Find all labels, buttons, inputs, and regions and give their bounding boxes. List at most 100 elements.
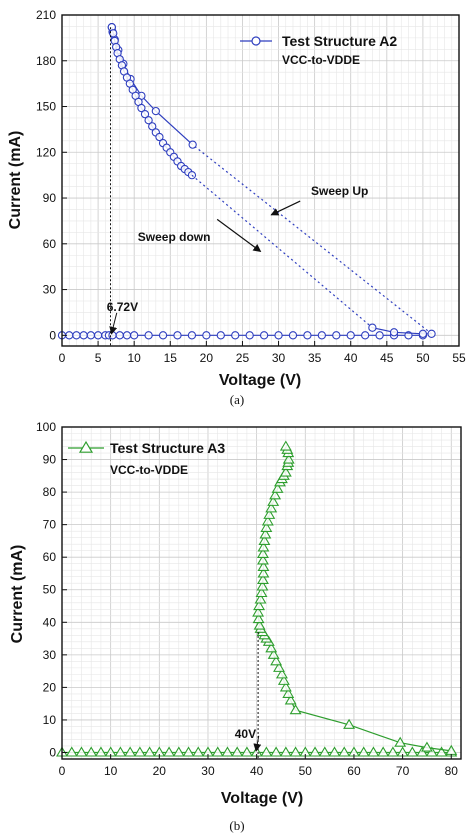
data-point [187, 331, 197, 340]
y-tick-label: 70 [43, 518, 57, 532]
data-point [256, 573, 269, 585]
x-tick-label: 10 [128, 351, 142, 365]
data-point [122, 331, 132, 340]
data-point [94, 746, 107, 757]
data-point [182, 746, 195, 757]
data-point [288, 331, 298, 340]
data-point [346, 331, 355, 340]
data-point [148, 122, 157, 131]
data-point [257, 567, 270, 578]
x-tick-label: 60 [347, 764, 361, 778]
y-tick-label: 40 [43, 615, 57, 629]
data-point [435, 746, 448, 757]
y-tick-label: 60 [43, 550, 57, 564]
series-line-dotted [192, 144, 432, 335]
data-point [367, 746, 380, 757]
data-point [343, 718, 356, 729]
data-point [216, 331, 225, 340]
data-point [93, 331, 103, 340]
y-tick-label: 210 [36, 8, 56, 22]
data-point [124, 746, 137, 757]
data-point [275, 668, 288, 679]
data-point [231, 331, 240, 340]
data-point [265, 502, 278, 513]
y-axis-label-b: Current (mA) [9, 545, 26, 644]
y-tick-label: 30 [43, 648, 57, 662]
data-point [368, 323, 377, 332]
data-point [332, 331, 341, 340]
y-tick-label: 80 [43, 485, 57, 499]
x-tick-label: 35 [308, 351, 322, 365]
data-point [279, 466, 292, 477]
x-tick-label: 10 [104, 764, 118, 778]
y-tick-label: 60 [43, 237, 57, 251]
legend-swatch-marker [78, 440, 94, 453]
data-point [240, 746, 253, 757]
y-tick-label: 180 [36, 54, 56, 68]
data-point [86, 331, 96, 340]
data-point [361, 331, 370, 340]
data-point [289, 704, 302, 715]
x-axis-label-b: Voltage (V) [221, 790, 303, 807]
data-point [261, 515, 274, 526]
data-point [284, 694, 297, 705]
data-point [259, 528, 272, 539]
data-point [279, 440, 292, 451]
annotations-b: 40V [235, 632, 262, 759]
annotation-arrow [109, 312, 118, 335]
data-point [79, 331, 88, 340]
data-point [260, 521, 273, 532]
data-point [211, 746, 224, 757]
data-point [274, 331, 283, 340]
data-point [258, 534, 271, 545]
y-tick-label: 0 [49, 328, 56, 342]
annotation-label: 6.72V [107, 300, 138, 314]
data-point [109, 29, 118, 38]
x-tick-label: 70 [396, 764, 410, 778]
data-point [245, 331, 254, 340]
data-point [389, 328, 399, 337]
data-point [386, 746, 399, 757]
data-point [418, 329, 428, 338]
x-tick-label: 25 [236, 351, 250, 365]
data-point [263, 508, 276, 519]
data-point [192, 746, 205, 757]
data-point [267, 648, 280, 659]
y-tick-label: 90 [43, 191, 57, 205]
data-point [65, 746, 78, 757]
y-tick-label: 10 [43, 713, 57, 727]
data-point [114, 746, 127, 757]
y-tick-label: 30 [43, 283, 57, 297]
data-point [172, 746, 185, 757]
data-point [265, 642, 278, 653]
legend-swatch-marker [251, 36, 261, 46]
annotation-label: 40V [235, 727, 256, 741]
data-point [256, 554, 269, 565]
y-tick-label: 90 [43, 453, 57, 467]
data-point [338, 746, 351, 757]
legend-subtitle: VCC-to-VDDE [282, 53, 360, 67]
data-point [282, 687, 295, 698]
x-tick-label: 15 [164, 351, 178, 365]
y-tick-label: 0 [49, 745, 56, 759]
annotation-label: Sweep Up [311, 184, 368, 198]
annotation-arrow [216, 218, 262, 253]
x-tick-label: 20 [200, 351, 214, 365]
plot-frame-a [61, 14, 460, 347]
data-point [151, 106, 160, 116]
data-point [269, 489, 282, 500]
data-point [253, 619, 266, 630]
data-point [317, 331, 327, 340]
series-b [56, 440, 458, 757]
data-point [256, 547, 269, 558]
x-tick-label: 40 [344, 351, 358, 365]
chart-panel-b: 40V 0 10 20 30 40 50 60 70 80 0 10 20 30 40 50 60 70 80 90… [9, 420, 462, 833]
data-point [257, 560, 270, 572]
data-point [257, 541, 270, 552]
x-axis-label-a: Voltage (V) [219, 372, 301, 389]
data-point [133, 746, 146, 757]
data-point [309, 746, 321, 757]
legend-label: Test Structure A3 [110, 440, 225, 456]
series-line-dotted [191, 174, 373, 329]
data-point [394, 736, 407, 747]
